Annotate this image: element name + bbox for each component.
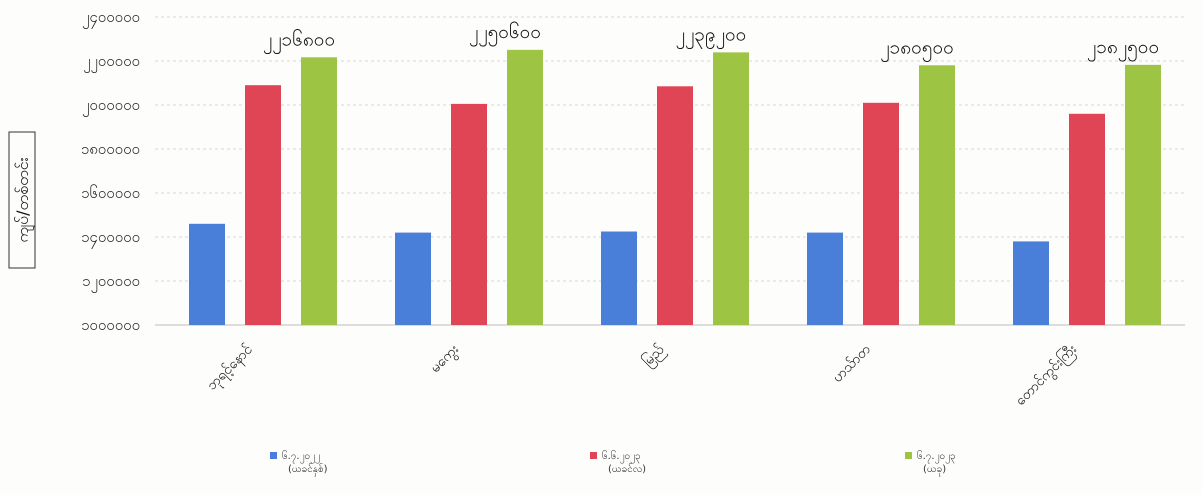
y-tick-label: ၂၀၀၀၀၀၀ [82, 96, 140, 117]
bar-series-2 [1069, 113, 1105, 325]
x-tick-label: ဟသ်ာတ [830, 341, 875, 386]
y-axis-title-group: ကျပ်/တစ်တင်း [8, 131, 36, 269]
legend-sublabel: (ယခင်နှစ်) [288, 462, 328, 477]
bar-series-1 [189, 223, 225, 325]
x-tick-label: မကွေး [427, 341, 463, 377]
legend-swatch [270, 452, 277, 459]
x-tick-label: တောင်ကွင်းကြီး [1012, 341, 1082, 411]
legend-swatch [905, 452, 912, 459]
y-tick-label: ၁၆၀၀၀၀၀ [81, 184, 140, 202]
data-label: ၂၁၈၀၅၀၀ [880, 36, 954, 62]
data-label: ၂၁၈၂၅၀၀ [1087, 36, 1159, 62]
y-axis-title-box [8, 131, 36, 269]
bar-series-3 [301, 57, 337, 325]
bar-series-1 [601, 231, 637, 325]
x-tick-label: ဘုရင့်နောင် [204, 341, 258, 395]
y-tick-label: ၂၂၀၀၀၀၀ [83, 52, 140, 73]
legend-label: ၆.၆.၂၀၂၃ [602, 449, 641, 464]
y-tick-label: ၁၀၀၀၀၀၀ [81, 316, 140, 334]
bar-series-2 [657, 86, 693, 325]
bar-series-3 [713, 52, 749, 325]
bar-series-2 [863, 102, 899, 325]
bar-series-1 [395, 232, 431, 325]
x-tick-label: မြည် [639, 341, 669, 371]
legend-sublabel: (ယခု) [923, 464, 946, 477]
data-label: ၂၂၅၀၆၀၀ [469, 20, 541, 47]
data-label: ၂၂၁၆၈၀၀ [263, 27, 335, 54]
bar-series-3 [507, 49, 543, 325]
bar-series-2 [245, 85, 281, 325]
y-tick-label: ၁၂၀၀၀၀၀ [82, 272, 140, 293]
bar-series-1 [1013, 241, 1049, 325]
y-tick-label: ၁၄၀၀၀၀၀ [81, 228, 140, 249]
y-tick-label: ၂၄၀၀၀၀၀ [82, 8, 140, 29]
data-label: ၂၂၃၉၂၀၀ [676, 23, 747, 49]
legend-label: ၆.၇.၂၀၂၂ [282, 449, 320, 464]
bar-series-1 [807, 232, 843, 325]
bar-series-3 [1125, 64, 1161, 325]
legend-swatch [590, 452, 597, 459]
y-tick-label: ၁၈၀၀၀၀၀ [81, 140, 140, 158]
legend-sublabel: (ယခင်လ) [608, 462, 646, 475]
bar-series-3 [919, 65, 955, 325]
bar-series-2 [451, 103, 487, 326]
y-axis-title: ကျပ်/တစ်တင်း [13, 157, 35, 242]
legend-label: ၆.၇.၂၀၂၃ [917, 449, 956, 464]
